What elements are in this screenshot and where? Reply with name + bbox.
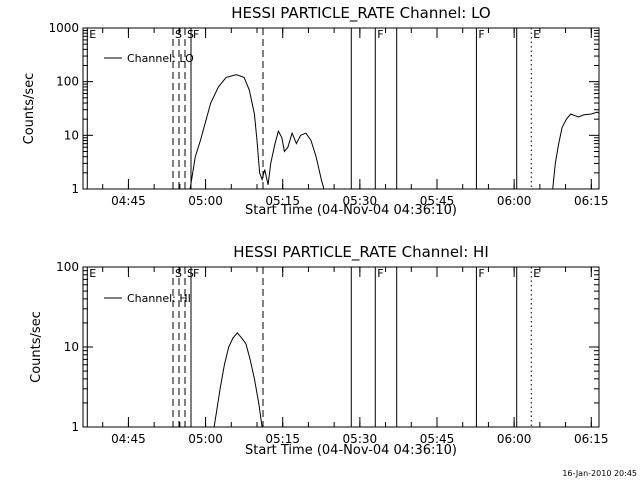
- y-tick-label: 1: [71, 420, 79, 434]
- y-tick-label: 100: [56, 75, 79, 89]
- event-marker-label: F: [377, 28, 383, 41]
- event-marker-label: F: [478, 28, 484, 41]
- chart-title: HESSI PARTICLE_RATE Channel: LO: [231, 4, 490, 23]
- event-marker-label: F: [193, 28, 199, 41]
- event-marker-label: E: [533, 267, 540, 280]
- y-axis-label: Counts/sec: [29, 311, 44, 383]
- event-marker-label: E: [89, 267, 96, 280]
- event-marker-label: E: [533, 28, 540, 41]
- x-tick-label: 05:00: [188, 432, 223, 446]
- series-line: [189, 74, 325, 189]
- x-axis-label: Start Time (04-Nov-04 04:36:10): [245, 443, 457, 458]
- x-tick-label: 05:30: [343, 432, 378, 446]
- y-tick-label: 1000: [48, 21, 79, 35]
- x-tick-label: 04:45: [111, 432, 146, 446]
- y-axis-label: Counts/sec: [22, 73, 37, 145]
- page-date-stamp: 16-Jan-2010 20:45: [562, 469, 637, 478]
- event-marker-label: F: [377, 267, 383, 280]
- x-tick-label: 05:45: [420, 194, 455, 208]
- y-tick-label: 10: [64, 340, 79, 354]
- x-tick-label: 06:15: [574, 432, 609, 446]
- x-tick-label: 05:00: [188, 194, 223, 208]
- event-marker-label: F: [193, 267, 199, 280]
- x-tick-label: 06:15: [574, 194, 609, 208]
- legend-label: Channel: HI: [127, 292, 191, 305]
- chart-panel-lo: HESSI PARTICLE_RATE Channel: LO Start Tim…: [22, 4, 609, 218]
- x-tick-label: 06:00: [497, 432, 532, 446]
- x-tick-label: 05:15: [265, 194, 300, 208]
- chart-panel-hi: HESSI PARTICLE_RATE Channel: HI Start Tim…: [29, 243, 609, 458]
- series-line: [552, 111, 599, 189]
- legend-label: Channel: LO: [127, 52, 194, 65]
- y-tick-label: 100: [56, 260, 79, 274]
- x-axis-label: Start Time (04-Nov-04 04:36:10): [245, 203, 457, 218]
- x-tick-label: 05:15: [265, 432, 300, 446]
- x-tick-label: 04:45: [111, 194, 146, 208]
- chart-title: HESSI PARTICLE_RATE Channel: HI: [233, 243, 489, 262]
- event-marker-label: E: [89, 28, 96, 41]
- y-tick-label: 1: [71, 182, 79, 196]
- y-tick-label: 10: [64, 128, 79, 142]
- x-tick-label: 05:45: [420, 432, 455, 446]
- event-marker-label: F: [478, 267, 484, 280]
- plot-frame: [82, 266, 600, 428]
- plot-frame: [82, 27, 600, 190]
- x-tick-label: 05:30: [343, 194, 378, 208]
- x-tick-label: 06:00: [497, 194, 532, 208]
- series-line: [213, 332, 263, 427]
